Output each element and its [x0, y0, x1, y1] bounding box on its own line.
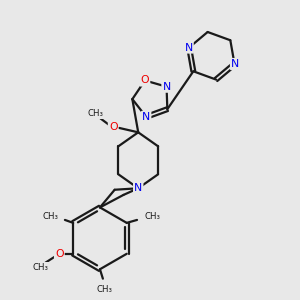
Text: O: O: [109, 122, 118, 132]
Text: O: O: [55, 249, 64, 259]
Text: CH₃: CH₃: [96, 285, 112, 294]
Text: N: N: [184, 43, 193, 52]
Text: N: N: [231, 59, 239, 69]
Text: N: N: [162, 82, 171, 92]
Text: CH₃: CH₃: [42, 212, 58, 221]
Text: CH₃: CH₃: [88, 109, 103, 118]
Text: N: N: [142, 112, 150, 122]
Text: N: N: [134, 183, 142, 193]
Text: O: O: [141, 76, 149, 85]
Text: CH₃: CH₃: [144, 212, 160, 221]
Text: CH₃: CH₃: [33, 262, 49, 272]
